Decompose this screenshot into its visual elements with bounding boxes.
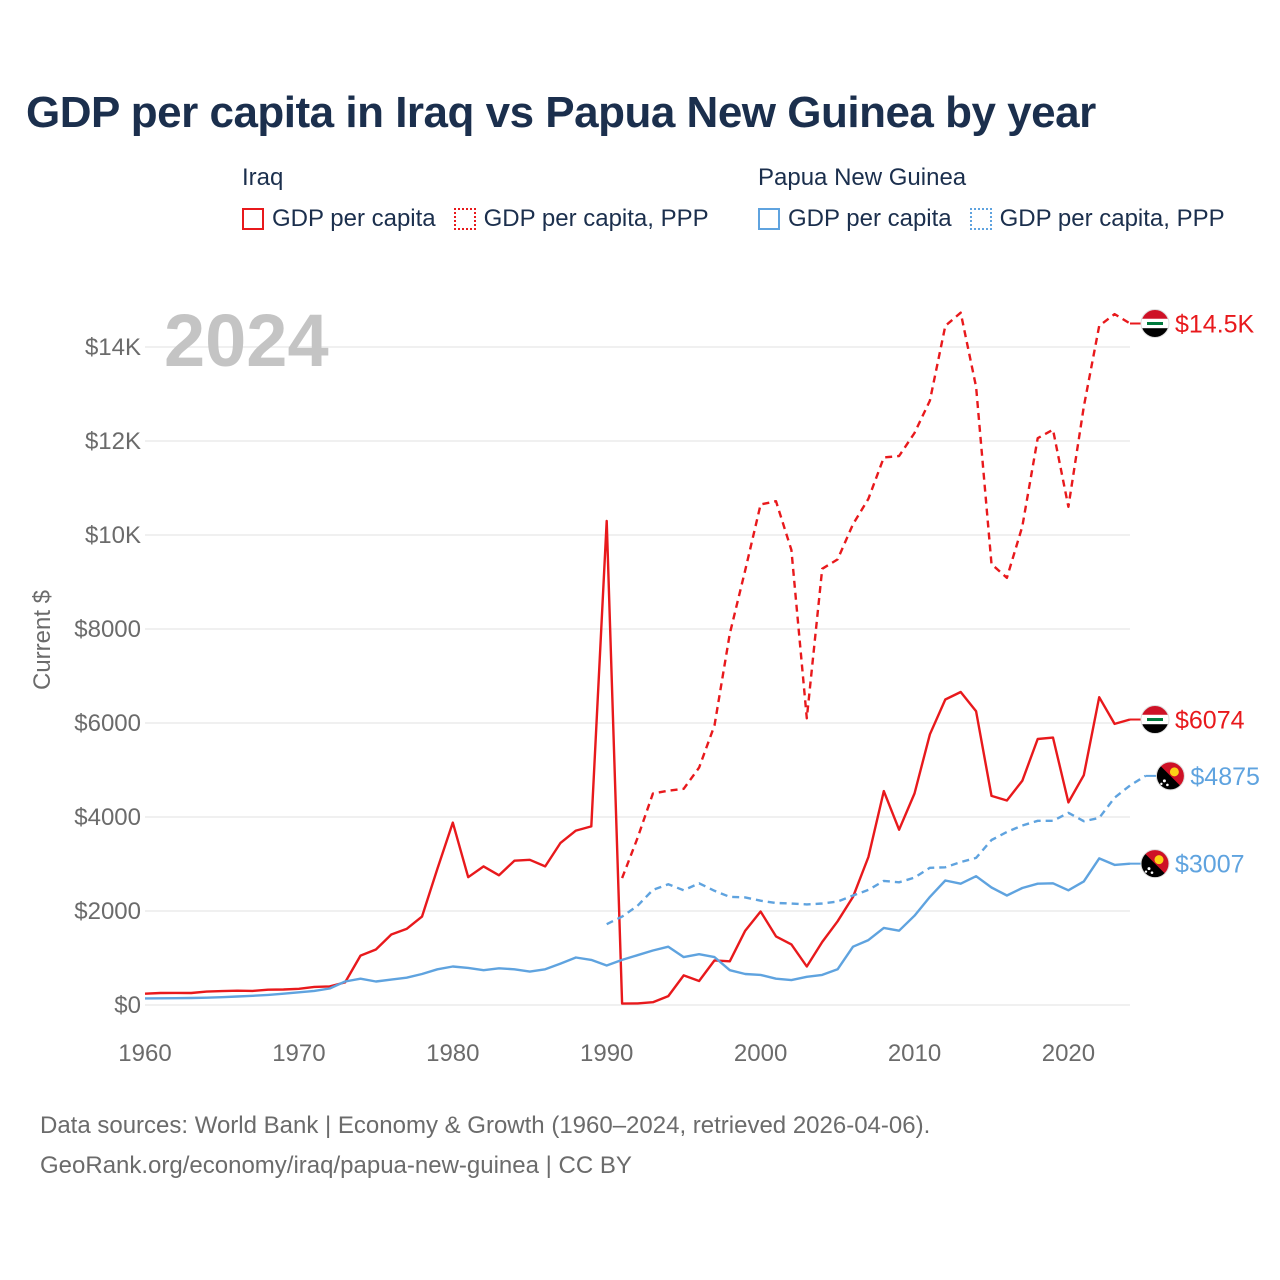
y-tick-label-4000: $4000 bbox=[74, 804, 141, 831]
x-tick-label-1990: 1990 bbox=[580, 1040, 633, 1067]
legend-swatch-png-dotted bbox=[969, 208, 992, 230]
end-label-0: $6074 bbox=[1175, 707, 1245, 735]
series-line-3 bbox=[606, 774, 1147, 926]
y-tick-label-6000: $6000 bbox=[74, 710, 141, 737]
x-tick-label-2020: 2020 bbox=[1042, 1040, 1095, 1067]
series-lines bbox=[144, 311, 1147, 1005]
legend-iraq-gdp[interactable]: GDP per capita bbox=[242, 205, 436, 233]
y-tick-label-2000: $2000 bbox=[74, 898, 141, 925]
png-flag-icon bbox=[1140, 849, 1170, 879]
end-label-3: $4875 bbox=[1190, 763, 1260, 791]
x-tick-label-1970: 1970 bbox=[272, 1040, 325, 1067]
end-label-2: $3007 bbox=[1175, 851, 1245, 879]
year-overlay: 2024 bbox=[164, 299, 329, 382]
gridlines bbox=[145, 346, 1130, 1006]
x-axis: 1960 1970 1980 1990 2000 2010 2020 bbox=[118, 1040, 1095, 1067]
legend-group-iraq: Iraq GDP per capita GDP per capita, PPP bbox=[242, 163, 727, 233]
footer-link[interactable]: GeoRank.org/economy/iraq/papua-new-guine… bbox=[40, 1152, 632, 1179]
x-tick-label-1980: 1980 bbox=[426, 1040, 479, 1067]
legend-png-gdp-ppp[interactable]: GDP per capita, PPP bbox=[969, 205, 1225, 233]
series-line-2 bbox=[144, 857, 1131, 1000]
y-tick-label-12000: $12K bbox=[85, 428, 141, 455]
legend-group-png: Papua New Guinea GDP per capita GDP per … bbox=[758, 163, 1243, 233]
legend-swatch-iraq-solid bbox=[242, 208, 264, 230]
y-tick-label-8000: $8000 bbox=[74, 616, 141, 643]
y-tick-label-14000: $14K bbox=[85, 334, 141, 361]
png-flag-icon bbox=[1155, 761, 1185, 791]
legend-group-iraq-name: Iraq bbox=[242, 164, 284, 191]
x-tick-label-2000: 2000 bbox=[734, 1040, 787, 1067]
y-tick-label-10000: $10K bbox=[85, 522, 141, 549]
y-axis-label: Current $ bbox=[29, 590, 56, 690]
y-axis: $0 $2000 $4000 $6000 $8000 $10K $12K $14K bbox=[74, 334, 141, 1019]
y-tick-label-0: $0 bbox=[114, 992, 141, 1019]
x-tick-label-1960: 1960 bbox=[118, 1040, 171, 1067]
x-tick-label-2010: 2010 bbox=[888, 1040, 941, 1067]
legend-iraq-gdp-ppp[interactable]: GDP per capita, PPP bbox=[453, 205, 709, 233]
legend-swatch-iraq-dotted bbox=[453, 208, 476, 230]
series-line-0 bbox=[144, 519, 1131, 1005]
chart-title: GDP per capita in Iraq vs Papua New Guin… bbox=[26, 88, 1096, 137]
end-labels: $6074 $14.5K $3007 $4875 bbox=[1130, 309, 1260, 879]
end-label-1: $14.5K bbox=[1175, 311, 1255, 339]
legend-iraq-gdp-ppp-label: GDP per capita, PPP bbox=[483, 205, 709, 232]
legend-png-gdp[interactable]: GDP per capita bbox=[758, 205, 952, 233]
legend-png-gdp-label: GDP per capita bbox=[788, 205, 952, 232]
footer-sources: Data sources: World Bank | Economy & Gro… bbox=[40, 1112, 931, 1139]
legend-group-png-name: Papua New Guinea bbox=[758, 164, 967, 191]
legend-png-gdp-ppp-label: GDP per capita, PPP bbox=[999, 205, 1225, 232]
legend-iraq-gdp-label: GDP per capita bbox=[272, 205, 436, 232]
footer: Data sources: World Bank | Economy & Gro… bbox=[40, 1106, 930, 1186]
iraq-flag-icon bbox=[1140, 705, 1170, 735]
series-line-1 bbox=[620, 311, 1131, 879]
legend-swatch-png-solid bbox=[758, 208, 780, 230]
iraq-flag-icon bbox=[1140, 309, 1170, 338]
